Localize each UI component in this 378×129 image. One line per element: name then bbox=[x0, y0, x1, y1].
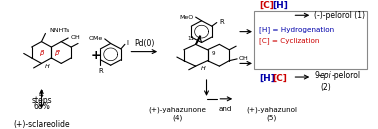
Text: (4): (4) bbox=[173, 114, 183, 121]
Text: [C]: [C] bbox=[273, 73, 288, 82]
Text: +: + bbox=[91, 49, 101, 62]
Text: -pelorol: -pelorol bbox=[332, 71, 361, 80]
Text: Pd(0): Pd(0) bbox=[134, 39, 155, 48]
Text: R: R bbox=[98, 68, 103, 74]
Text: OH: OH bbox=[70, 35, 80, 40]
Text: R: R bbox=[220, 19, 225, 25]
Text: (+)-sclareolide: (+)-sclareolide bbox=[13, 120, 70, 129]
Text: H: H bbox=[201, 66, 206, 71]
Text: NNHTs: NNHTs bbox=[50, 28, 70, 33]
Text: epi: epi bbox=[320, 71, 332, 80]
Text: (2): (2) bbox=[321, 83, 332, 92]
Text: MeO: MeO bbox=[180, 15, 194, 20]
Text: β: β bbox=[39, 50, 44, 56]
Text: [C] = Cyclization: [C] = Cyclization bbox=[259, 37, 319, 44]
Text: β': β' bbox=[54, 50, 60, 56]
Text: 9-: 9- bbox=[314, 71, 322, 80]
Text: [H] = Hydrogenation: [H] = Hydrogenation bbox=[259, 26, 334, 33]
Text: (-)-pelorol (1): (-)-pelorol (1) bbox=[314, 11, 365, 20]
Text: [C]: [C] bbox=[259, 1, 274, 10]
Text: (+)-yahazunone: (+)-yahazunone bbox=[149, 106, 207, 113]
Text: 11: 11 bbox=[187, 36, 195, 41]
Text: [H]: [H] bbox=[259, 73, 275, 82]
Text: OH: OH bbox=[239, 56, 249, 61]
Text: 9: 9 bbox=[212, 51, 215, 56]
Text: [H]: [H] bbox=[273, 1, 288, 10]
Text: (+)-yahazunol: (+)-yahazunol bbox=[246, 106, 297, 113]
Text: steps: steps bbox=[31, 96, 52, 105]
Text: OMe: OMe bbox=[88, 36, 103, 41]
Text: I: I bbox=[127, 40, 129, 46]
Text: 4: 4 bbox=[39, 90, 44, 99]
Text: H: H bbox=[45, 64, 50, 69]
Text: and: and bbox=[218, 106, 232, 112]
Text: (5): (5) bbox=[266, 114, 277, 121]
FancyBboxPatch shape bbox=[254, 11, 367, 69]
Text: 68%: 68% bbox=[33, 102, 50, 111]
